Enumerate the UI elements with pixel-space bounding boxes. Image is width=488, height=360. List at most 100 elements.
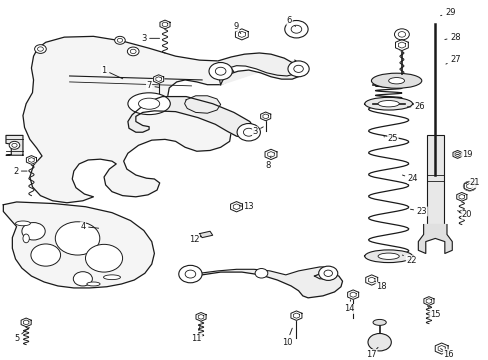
Circle shape	[255, 269, 267, 278]
Polygon shape	[463, 181, 474, 191]
Polygon shape	[218, 53, 301, 85]
Circle shape	[290, 25, 301, 33]
Circle shape	[127, 47, 139, 56]
Polygon shape	[3, 202, 154, 288]
Polygon shape	[188, 267, 342, 298]
Text: 11: 11	[191, 325, 202, 343]
Text: 12: 12	[188, 235, 201, 244]
Polygon shape	[21, 318, 31, 327]
Polygon shape	[160, 20, 170, 29]
Ellipse shape	[364, 250, 412, 262]
Text: 9: 9	[233, 22, 240, 33]
Polygon shape	[423, 297, 433, 305]
Ellipse shape	[128, 93, 170, 114]
Circle shape	[243, 128, 254, 136]
Text: 4: 4	[80, 222, 99, 231]
Polygon shape	[23, 36, 233, 203]
Text: 6: 6	[286, 16, 295, 27]
Text: 19: 19	[456, 150, 471, 159]
Polygon shape	[456, 193, 466, 201]
Ellipse shape	[103, 275, 120, 280]
Circle shape	[394, 29, 408, 40]
Polygon shape	[153, 75, 163, 84]
Circle shape	[324, 270, 332, 276]
Text: 26: 26	[407, 102, 424, 111]
Circle shape	[179, 265, 202, 283]
Circle shape	[367, 333, 390, 351]
Ellipse shape	[372, 319, 386, 325]
Polygon shape	[184, 96, 220, 113]
Text: 27: 27	[445, 55, 460, 64]
Polygon shape	[434, 343, 447, 354]
FancyBboxPatch shape	[426, 135, 443, 225]
Text: 18: 18	[374, 281, 386, 291]
Polygon shape	[230, 202, 242, 212]
Circle shape	[215, 67, 225, 75]
Circle shape	[35, 45, 46, 53]
Text: 17: 17	[366, 347, 377, 359]
Polygon shape	[26, 156, 37, 164]
Circle shape	[284, 21, 307, 38]
Text: 13: 13	[240, 202, 254, 211]
Text: 7: 7	[146, 81, 159, 90]
Circle shape	[117, 38, 122, 42]
Polygon shape	[6, 135, 23, 155]
Polygon shape	[128, 96, 255, 138]
Text: 20: 20	[457, 210, 471, 219]
Circle shape	[208, 63, 232, 80]
Ellipse shape	[377, 100, 398, 107]
Text: 5: 5	[14, 327, 29, 343]
Text: 3: 3	[252, 127, 263, 136]
Polygon shape	[260, 112, 270, 121]
Circle shape	[114, 36, 125, 44]
Circle shape	[287, 61, 308, 77]
Text: 15: 15	[427, 306, 440, 319]
Circle shape	[463, 181, 475, 191]
Circle shape	[397, 32, 405, 37]
Circle shape	[237, 123, 260, 141]
Circle shape	[185, 270, 195, 278]
Circle shape	[55, 222, 100, 255]
Polygon shape	[196, 312, 205, 321]
Ellipse shape	[388, 77, 404, 84]
Polygon shape	[199, 231, 212, 238]
Polygon shape	[395, 40, 407, 51]
Text: 2: 2	[13, 167, 27, 176]
Text: 14: 14	[344, 300, 354, 314]
Circle shape	[73, 272, 92, 286]
Text: 8: 8	[265, 156, 270, 170]
Text: 3: 3	[141, 34, 159, 43]
Ellipse shape	[371, 73, 421, 88]
Ellipse shape	[16, 221, 30, 226]
Polygon shape	[264, 149, 276, 159]
Circle shape	[12, 143, 17, 147]
Text: 21: 21	[465, 179, 479, 188]
Text: 28: 28	[444, 33, 460, 42]
Text: 16: 16	[440, 348, 453, 359]
Ellipse shape	[377, 253, 398, 260]
Polygon shape	[452, 150, 461, 158]
Text: 23: 23	[409, 207, 427, 216]
Circle shape	[130, 49, 136, 54]
Text: 1: 1	[101, 66, 122, 79]
Text: 25: 25	[383, 134, 397, 143]
Polygon shape	[365, 275, 377, 285]
Circle shape	[85, 244, 122, 272]
Ellipse shape	[364, 97, 412, 110]
Text: 29: 29	[440, 8, 454, 17]
Polygon shape	[418, 225, 451, 253]
Ellipse shape	[138, 98, 160, 109]
Text: 10: 10	[281, 328, 292, 347]
Text: 22: 22	[402, 255, 416, 265]
Circle shape	[38, 47, 43, 51]
Polygon shape	[290, 311, 301, 320]
Circle shape	[466, 184, 472, 189]
Ellipse shape	[87, 282, 100, 286]
Text: 24: 24	[402, 175, 417, 184]
Circle shape	[318, 266, 337, 280]
Polygon shape	[235, 29, 248, 40]
Circle shape	[293, 65, 303, 72]
Circle shape	[22, 222, 45, 240]
Polygon shape	[347, 290, 358, 300]
Ellipse shape	[23, 234, 29, 243]
